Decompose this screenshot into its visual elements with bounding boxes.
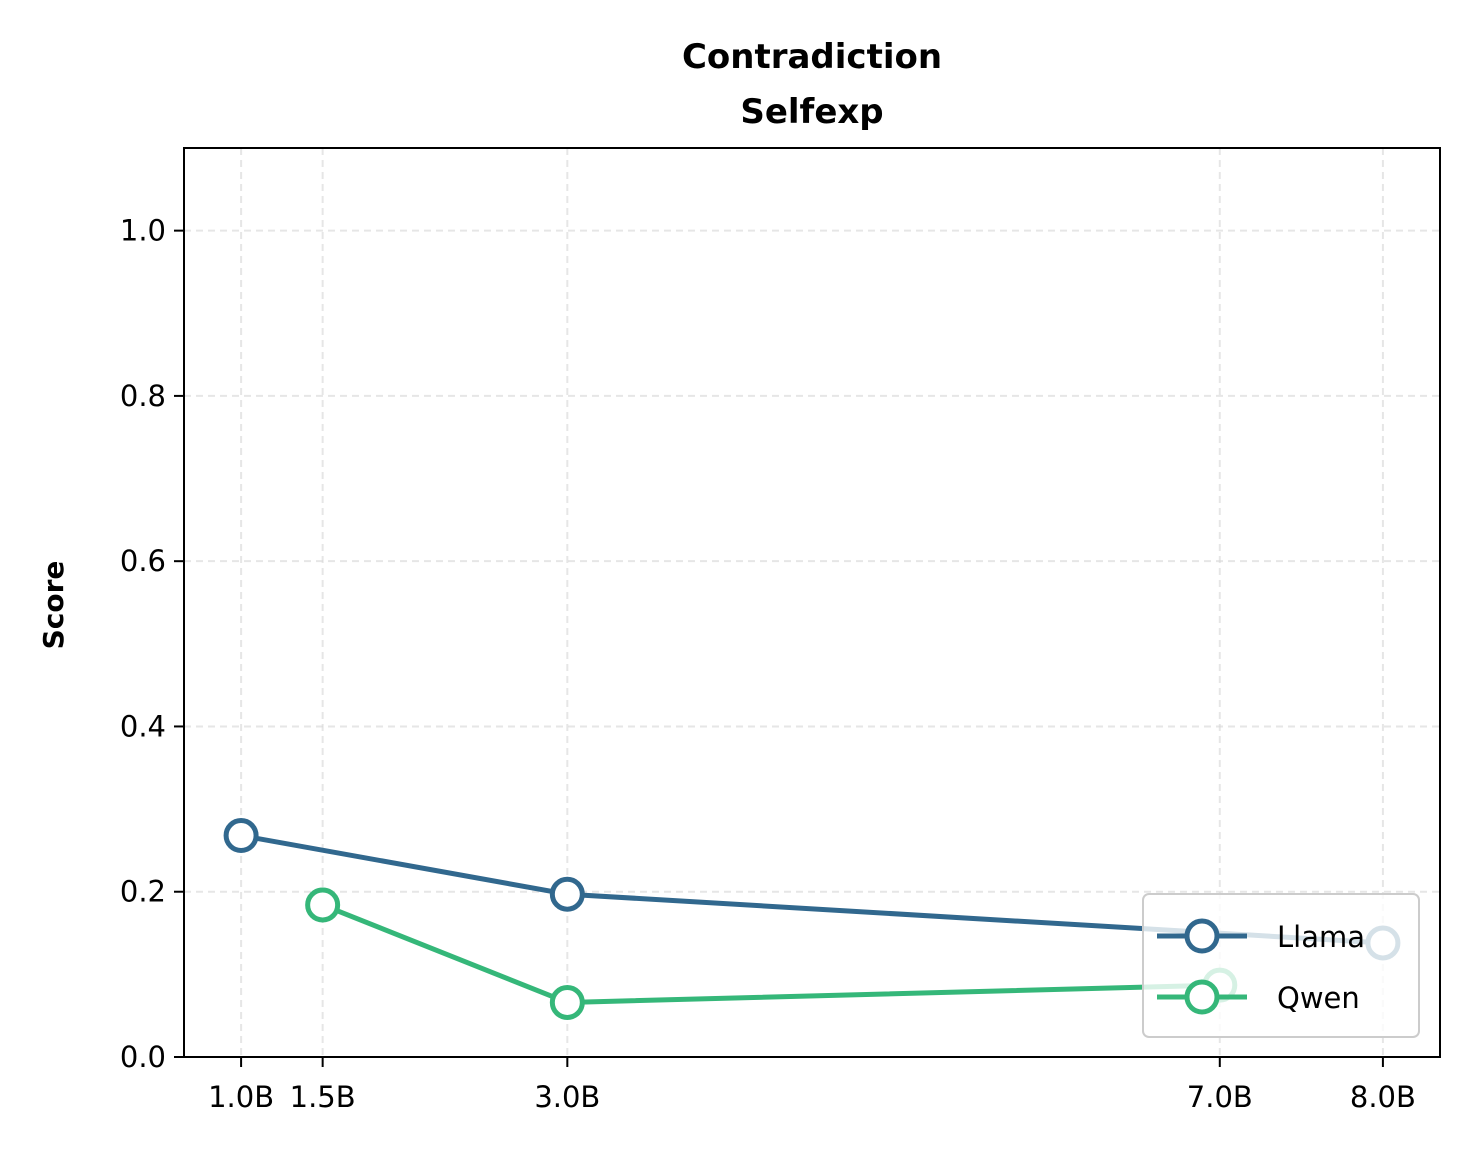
legend-label-qwen: Qwen: [1277, 981, 1360, 1015]
data-point-qwen: [305, 887, 341, 923]
data-point-qwen: [549, 984, 585, 1020]
y-tick-label: 0.8: [120, 379, 166, 413]
x-tick-label: 7.0B: [1187, 1080, 1253, 1114]
legend-marker-qwen: [1184, 979, 1220, 1015]
x-tick-label: 1.0B: [208, 1080, 274, 1114]
y-tick-label: 1.0: [120, 214, 166, 248]
y-tick-label: 0.2: [120, 875, 166, 909]
legend-label-llama: Llama: [1277, 920, 1365, 954]
x-tick-label: 1.5B: [290, 1080, 356, 1114]
series-line-qwen: [321, 902, 1220, 1005]
data-point-llama: [223, 818, 259, 854]
legend-box: [1142, 893, 1420, 1038]
y-tick-label: 0.6: [120, 544, 166, 578]
x-tick-label: 8.0B: [1350, 1080, 1416, 1114]
data-point-llama: [549, 876, 585, 912]
y-tick-label: 0.0: [120, 1040, 166, 1074]
x-tick-label: 3.0B: [534, 1080, 600, 1114]
chart-title-line-1: Contradiction: [682, 37, 942, 77]
plot-area-frame: [183, 147, 1441, 1058]
y-tick-label: 0.4: [120, 709, 166, 743]
chart-title-line-2: Selfexp: [740, 92, 883, 132]
y-axis-label: Score: [37, 561, 70, 650]
legend-marker-llama: [1184, 918, 1220, 954]
